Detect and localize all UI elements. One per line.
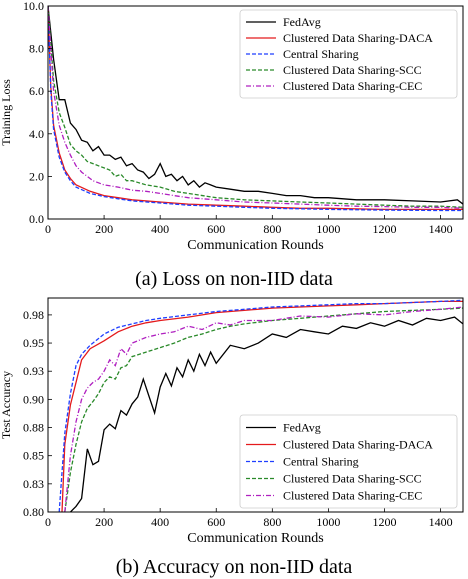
legend: FedAvg Clustered Data Sharing-DACA Central… (239, 9, 458, 99)
series-line-0 (69, 316, 463, 512)
plot-frame (47, 5, 464, 220)
series-line-2 (58, 299, 463, 512)
y-tick-label: 4.0 (29, 127, 44, 141)
series-line-2 (48, 6, 463, 212)
series-line-4 (48, 6, 463, 209)
y-tick-label: 0.95 (23, 336, 44, 350)
x-tick-label: 0 (45, 515, 51, 529)
x-tick-label: 800 (263, 515, 281, 529)
x-tick-label: 1400 (429, 515, 453, 529)
legend-label: FedAvg (283, 421, 321, 435)
x-tick-label: 1000 (316, 515, 340, 529)
y-axis-label: Training Loss (0, 79, 13, 146)
y-tick-label: 0.88 (23, 421, 44, 435)
legend-label: Clustered Data Sharing-CEC (283, 489, 422, 503)
legend: FedAvg Clustered Data Sharing-DACA Central… (239, 414, 458, 509)
x-tick-label: 600 (207, 515, 225, 529)
legend-label: Clustered Data Sharing-SCC (283, 63, 422, 77)
legend-label: Clustered Data Sharing-CEC (283, 79, 422, 93)
caption-a: (a) Loss on non-IID data (135, 268, 333, 290)
legend-label: Clustered Data Sharing-DACA (283, 438, 433, 452)
x-tick-label: 400 (151, 515, 169, 529)
y-tick-label: 6.0 (29, 84, 44, 98)
x-axis-label: Communication Rounds (187, 531, 324, 546)
y-tick-label: 0.98 (23, 308, 44, 322)
legend-label: Clustered Data Sharing-SCC (283, 472, 422, 486)
series-line-3 (48, 6, 463, 208)
legend-label: Central Sharing (283, 47, 359, 61)
x-tick-label: 1000 (316, 222, 340, 236)
caption-b: (b) Accuracy on non-IID data (115, 556, 353, 578)
chart-accuracy: 0 200 400 600 800 1000 1200 1400 0.80 0.83 0.85 0.8… (0, 297, 464, 546)
legend-label: FedAvg (283, 15, 321, 29)
series-line-4 (64, 306, 463, 512)
y-tick-label: 2.0 (29, 169, 44, 183)
x-axis-label: Communication Rounds (187, 238, 324, 253)
series-line-1 (48, 6, 463, 211)
legend-label: Central Sharing (283, 455, 359, 469)
x-tick-label: 1200 (372, 515, 396, 529)
y-tick-label: 0.90 (23, 392, 44, 406)
y-tick-label: 0.83 (23, 477, 44, 491)
y-tick-label: 0.80 (23, 505, 44, 519)
plot-frame (47, 297, 464, 513)
x-tick-label: 400 (151, 222, 169, 236)
x-tick-label: 200 (95, 222, 113, 236)
chart-loss: 0 200 400 600 800 1000 1200 1400 0.0 2.0 4.0 6.0 8.0… (0, 0, 464, 253)
y-tick-label: 0.85 (23, 449, 44, 463)
y-tick-label: 8.0 (29, 42, 44, 56)
series-line-0 (48, 6, 463, 205)
x-tick-label: 0 (45, 222, 51, 236)
x-tick-label: 1200 (372, 222, 396, 236)
legend-label: Clustered Data Sharing-DACA (283, 31, 433, 45)
x-tick-label: 1400 (429, 222, 453, 236)
y-tick-label: 0.0 (29, 212, 44, 226)
y-tick-label: 0.93 (23, 364, 44, 378)
x-tick-label: 600 (207, 222, 225, 236)
x-tick-label: 800 (263, 222, 281, 236)
y-tick-label: 10.0 (23, 0, 44, 13)
x-tick-label: 200 (95, 515, 113, 529)
series-line-1 (61, 300, 463, 512)
series-line-3 (64, 307, 463, 512)
y-axis-label: Test Accuracy (0, 371, 13, 439)
